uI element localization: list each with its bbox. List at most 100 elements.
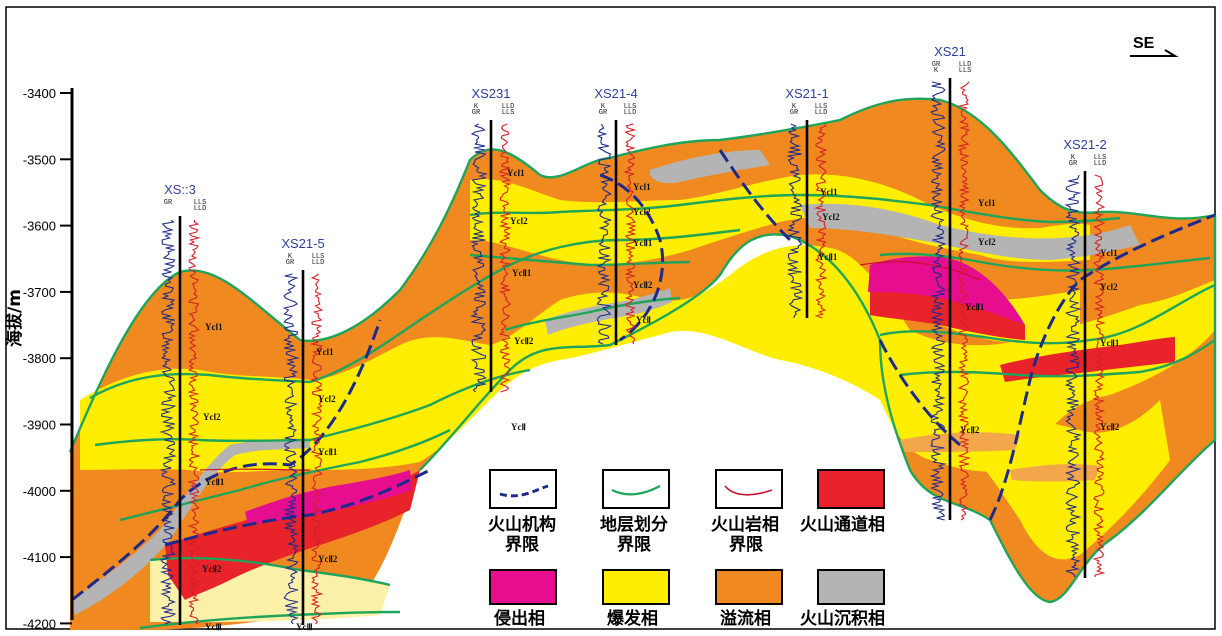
curve-label: GR [790, 109, 799, 117]
unit-label: YcⅡ1 [818, 252, 838, 262]
stratum-base-right [878, 215, 1217, 604]
sedimentary-strip-left [72, 439, 310, 615]
legend-green-line-icon [611, 485, 661, 496]
gr-log-curve [282, 273, 300, 625]
curve-label: LLS [815, 103, 828, 111]
unit-label: YcⅠ1 [507, 168, 525, 178]
unit-label: YcⅠ1 [633, 182, 651, 192]
stratum-line-11 [149, 556, 391, 587]
legend-swatch-lithofacies [715, 469, 783, 509]
direction-indicator: SE [1130, 35, 1179, 57]
y-tick-label: -3900 [23, 418, 56, 433]
curve-label: K [288, 253, 293, 261]
y-tick-label: -3800 [23, 351, 56, 366]
stratum-line-6 [469, 253, 691, 267]
legend-swatch-effusive [715, 569, 783, 605]
well-name: XS21-5 [281, 236, 324, 251]
intrusive-left [245, 470, 412, 525]
unit-label: YcⅡ1 [965, 302, 985, 312]
unit-label: YcⅡ1 [633, 238, 653, 248]
volcano-boundary-left [71, 319, 382, 602]
legend-label-lithofacies-2: 界限 [729, 535, 763, 555]
stratum-line-9 [899, 339, 1216, 378]
volcano-boundary-left-low [164, 468, 431, 547]
curve-label: K [792, 103, 797, 111]
legend-swatch-sedimentary [817, 569, 885, 605]
unit-label: YcⅢ [205, 622, 222, 632]
direction-label: SE [1133, 35, 1155, 52]
legend-label-effusive: 溢流相 [720, 608, 771, 629]
legend-label-volcano-boundary-2: 界限 [505, 535, 539, 555]
legend-swatch-explosive [602, 569, 670, 605]
resistivity-log-curve [623, 123, 637, 345]
stratum-line-3 [94, 368, 531, 447]
legend-swatch-intrusive [489, 569, 557, 605]
y-tick-label: -4200 [23, 616, 56, 631]
unit-label: YcⅠ1 [820, 187, 838, 197]
y-tick-label: -4000 [23, 484, 56, 499]
stratum-line-12 [139, 610, 401, 630]
unit-label: YcⅡ [636, 315, 651, 325]
stratum-line-7 [879, 252, 1211, 272]
y-tick-label: -3400 [23, 86, 56, 101]
unit-label: YcⅠ2 [510, 216, 528, 226]
y-tick-label: -3600 [23, 219, 56, 234]
curve-label: GR [472, 109, 481, 117]
unit-label: YcⅡ2 [318, 554, 338, 564]
legend-swatch-stratum-division [602, 469, 670, 509]
curve-label: LLS [194, 199, 207, 207]
curve-label: K [934, 67, 939, 75]
y-tick-label: -3500 [23, 152, 56, 167]
gr-log-curve [786, 123, 804, 319]
volcano-boundary-right-2 [878, 339, 961, 447]
sedimentary-strip-mid [800, 203, 1140, 260]
curve-label: LLD [815, 109, 828, 117]
conduit-right-top [870, 288, 1025, 340]
curve-label: LLS [1094, 154, 1107, 162]
legend-label-conduit: 火山通道相 [800, 514, 885, 535]
lithofacies-lines [199, 261, 981, 471]
unit-label: YcⅠ1 [205, 322, 223, 332]
y-axis: -3400 -3500 -3600 -3700 -3800 -3900 -4000 -4100… [4, 86, 74, 631]
unit-label: YcⅠ2 [633, 207, 651, 217]
stratum-base-mid [419, 233, 882, 471]
curve-label: GR [1069, 160, 1078, 168]
unit-label: YcⅡ2 [633, 280, 653, 290]
curve-label: LLS [502, 109, 515, 117]
curve-label: LLS [312, 253, 325, 261]
unit-label: YcⅢ [296, 622, 313, 632]
unit-label: YcⅡ1 [205, 477, 225, 487]
curve-label: GR [599, 109, 608, 117]
well-name: XS21-4 [594, 86, 637, 101]
legend-swatch-conduit [817, 469, 885, 509]
volcano-boundaries [71, 149, 1216, 602]
resistivity-log-curve [498, 123, 512, 393]
unit-label: YcⅡ2 [514, 336, 534, 346]
well-name: XS21 [934, 44, 966, 59]
curve-label: LLD [312, 259, 325, 267]
intrusive-right [868, 256, 1025, 325]
legend-label-lithofacies-1: 火山岩相 [711, 514, 779, 535]
wells: XS::3GR LLSLLDXS21-5KGRLLSLLDXS231KGRLLDL… [159, 44, 1107, 625]
curve-label: GR [164, 199, 173, 207]
y-tick-label: -4100 [23, 550, 56, 565]
volcano-boundary-mid-2 [718, 149, 792, 242]
legend-label-volcano-boundary-1: 火山机构 [488, 514, 556, 535]
well-name: XS231 [471, 86, 510, 101]
volcano-boundary-right [988, 213, 1216, 521]
stratum-line-10 [504, 296, 681, 332]
gr-log-curve [159, 219, 177, 625]
unit-label: YcⅠ1 [1100, 248, 1118, 258]
legend-label-sedimentary: 火山沉积相 [800, 608, 885, 629]
gr-log-curve [1064, 174, 1082, 578]
lithofacies-line-1 [859, 261, 981, 281]
direction-arrow-icon [1130, 49, 1179, 57]
legend-label-intrusive: 侵出相 [493, 608, 545, 629]
lithofacies-line-2 [199, 468, 311, 471]
unit-label: YcⅡ1 [512, 268, 532, 278]
